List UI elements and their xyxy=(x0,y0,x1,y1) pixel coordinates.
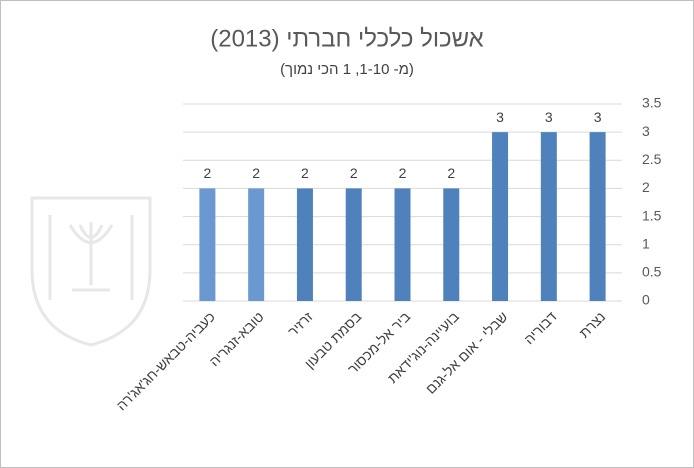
y-tick-label: 1 xyxy=(642,235,650,251)
data-label: 2 xyxy=(301,165,309,181)
chart-title: אשכול כלכלי חברתי (2013) xyxy=(210,25,484,52)
data-label: 3 xyxy=(545,109,553,125)
y-tick-label: 3 xyxy=(642,123,650,139)
bar xyxy=(199,188,216,301)
bar xyxy=(345,188,362,301)
y-tick-label: 1.5 xyxy=(642,207,662,223)
bar xyxy=(492,132,509,301)
y-tick-label: 0 xyxy=(642,292,650,308)
data-label: 2 xyxy=(350,165,358,181)
bar xyxy=(296,188,313,301)
bar xyxy=(394,188,411,301)
bar xyxy=(248,188,265,301)
data-label: 2 xyxy=(399,165,407,181)
bar xyxy=(443,188,460,301)
y-tick-label: 0.5 xyxy=(642,264,662,280)
y-tick-label: 3.5 xyxy=(642,95,662,111)
data-label: 2 xyxy=(447,165,455,181)
bar xyxy=(540,132,557,301)
bar xyxy=(589,132,606,301)
data-label: 2 xyxy=(203,165,211,181)
data-label: 3 xyxy=(496,109,504,125)
data-label: 3 xyxy=(594,109,602,125)
chart-subtitle: (מ- 1-10, 1 הכי נמוך) xyxy=(280,61,414,78)
y-tick-label: 2 xyxy=(642,179,650,195)
data-label: 2 xyxy=(252,165,260,181)
emblem-watermark xyxy=(30,196,152,347)
y-tick-label: 2.5 xyxy=(642,151,662,167)
